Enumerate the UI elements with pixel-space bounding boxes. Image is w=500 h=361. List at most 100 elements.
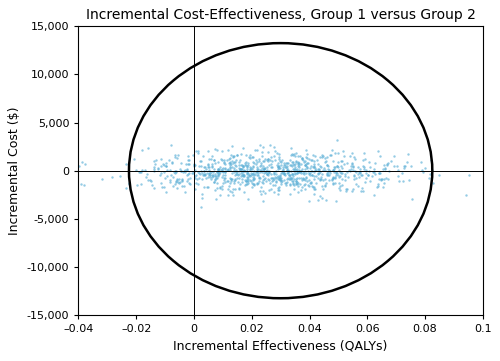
Point <box>229 153 237 159</box>
Point <box>176 179 184 185</box>
Point <box>276 165 283 171</box>
Point <box>198 153 206 159</box>
Point <box>185 180 193 186</box>
Point <box>346 167 354 173</box>
Point <box>360 188 368 193</box>
Point <box>230 169 238 174</box>
Point <box>130 157 138 162</box>
Point <box>402 160 410 165</box>
Point <box>132 182 140 188</box>
Point <box>365 160 373 165</box>
Point <box>244 176 252 182</box>
Point <box>181 167 189 173</box>
Point <box>156 173 164 178</box>
Point <box>308 173 316 178</box>
Point <box>210 179 218 185</box>
Point <box>266 186 274 192</box>
Point <box>178 183 186 188</box>
Point <box>151 161 159 167</box>
Point <box>380 180 388 186</box>
Point <box>166 177 174 183</box>
Point <box>178 168 186 174</box>
Point <box>277 170 285 176</box>
Point <box>228 143 236 149</box>
Point <box>262 175 270 180</box>
Point <box>248 159 256 165</box>
Point <box>336 170 344 176</box>
Point <box>294 161 302 166</box>
Point <box>316 164 324 169</box>
Point <box>126 181 134 187</box>
Point <box>366 178 374 184</box>
Point <box>283 164 291 169</box>
Point <box>370 166 378 172</box>
Point <box>230 153 237 158</box>
Point <box>265 170 273 175</box>
Point <box>166 179 174 184</box>
Point <box>287 175 295 181</box>
Point <box>181 189 189 195</box>
Point <box>332 174 340 179</box>
Point <box>136 169 144 174</box>
Point <box>260 166 268 171</box>
Point <box>250 174 258 179</box>
Point <box>428 167 436 173</box>
Point <box>354 170 362 175</box>
Point <box>217 156 225 162</box>
Point <box>302 163 310 169</box>
Point <box>182 161 190 167</box>
Point <box>218 183 226 189</box>
Point <box>270 176 278 182</box>
Point <box>232 157 240 163</box>
Point <box>248 172 256 178</box>
Point <box>318 154 326 160</box>
Point <box>404 151 412 157</box>
Point <box>212 196 220 202</box>
Point <box>308 168 316 173</box>
Point <box>206 173 214 178</box>
Point <box>306 165 314 171</box>
Point <box>256 143 264 148</box>
Point <box>296 153 304 159</box>
Point <box>232 177 239 182</box>
Point <box>260 165 268 170</box>
Point <box>328 177 336 183</box>
Point <box>292 159 300 165</box>
Point <box>382 175 390 181</box>
Point <box>244 178 252 183</box>
Point <box>302 162 310 168</box>
Point <box>350 168 358 174</box>
Point <box>288 176 296 182</box>
Point <box>236 157 244 163</box>
Point <box>284 160 292 166</box>
Point <box>350 164 358 170</box>
Point <box>286 168 294 174</box>
Point <box>310 163 318 169</box>
Point <box>400 163 407 169</box>
Point <box>192 148 200 154</box>
Point <box>307 164 315 169</box>
Point <box>184 153 192 159</box>
Point <box>298 155 306 161</box>
Point <box>256 175 264 180</box>
Point <box>336 183 344 189</box>
Point <box>258 163 266 169</box>
Point <box>320 183 328 189</box>
Point <box>218 166 226 172</box>
Point <box>277 177 285 183</box>
Point <box>226 188 234 194</box>
Point <box>217 167 225 173</box>
Point <box>208 172 216 178</box>
Point <box>294 179 302 185</box>
Point <box>266 180 274 186</box>
Point <box>108 174 116 180</box>
Point <box>300 159 308 165</box>
Point <box>245 154 253 160</box>
Point <box>342 173 349 179</box>
Point <box>171 155 179 160</box>
Point <box>383 162 391 168</box>
Point <box>205 164 213 170</box>
Point <box>244 160 252 166</box>
Point <box>242 162 250 168</box>
Point <box>184 161 192 167</box>
